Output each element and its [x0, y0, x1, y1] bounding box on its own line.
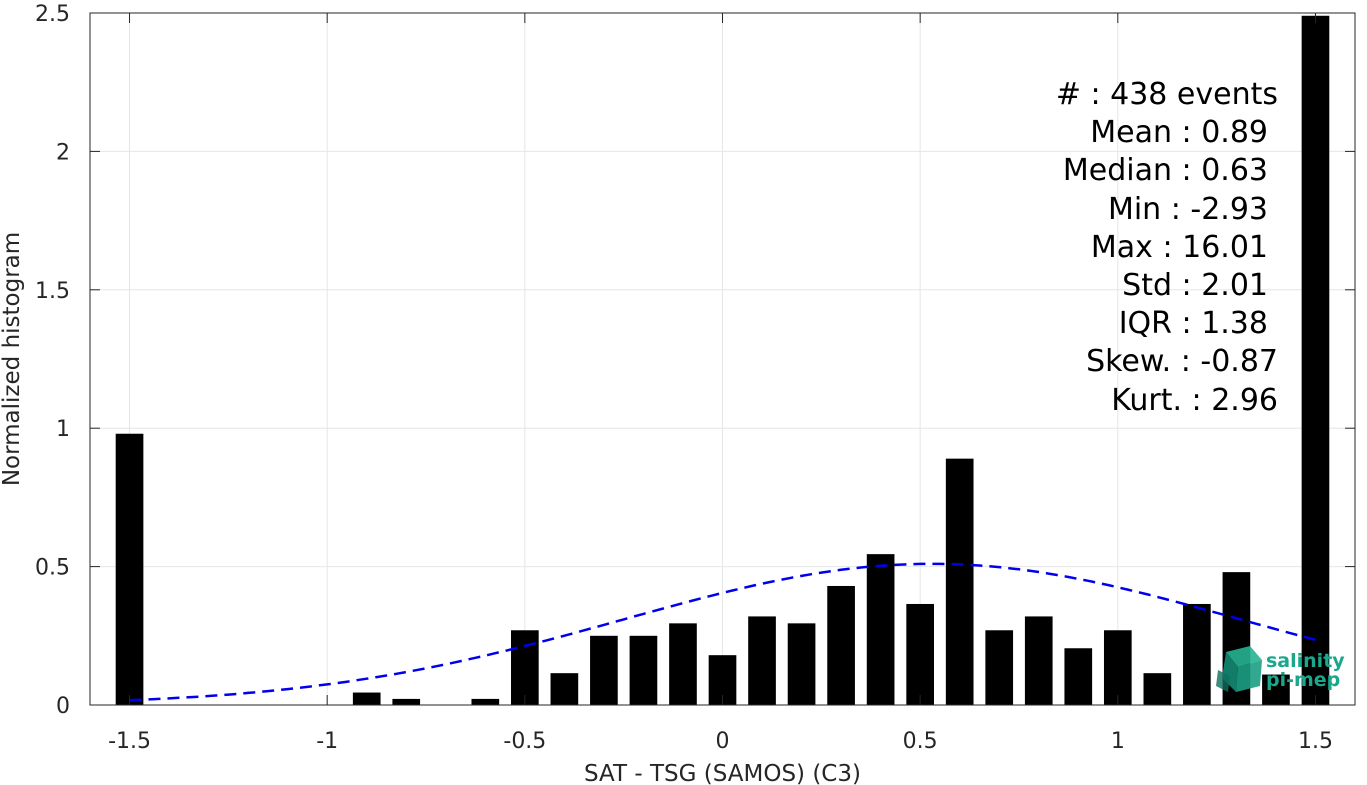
x-tick-label-1: -1 — [316, 729, 338, 754]
histogram-bar-4 — [511, 630, 539, 705]
stat-median: Median : 0.63 — [1063, 153, 1268, 188]
histogram-bar-11 — [787, 623, 816, 705]
x-tick-label-0: -1.5 — [108, 729, 151, 754]
stat-std: Std : 2.01 — [1122, 268, 1268, 303]
histogram-bar-0 — [115, 433, 144, 705]
stat-mean: Mean : 0.89 — [1090, 115, 1268, 150]
histogram-bar-3 — [471, 698, 500, 705]
axis-ticks: -1.5 -1 -0.5 0 0.5 1 1.5 0 0.5 1 1.5 2 2.5 — [35, 2, 1355, 754]
histogram-bar-10 — [748, 616, 776, 705]
histogram-bar-15 — [945, 458, 974, 705]
histogram-bar-2 — [392, 698, 421, 705]
logo-text-line1: salinity — [1266, 650, 1345, 672]
logo-cube-icon — [1216, 646, 1262, 692]
y-tick-label-1: 0.5 — [35, 556, 70, 581]
x-tick-label-4: 0.5 — [903, 729, 938, 754]
salinity-pimep-logo: salinity pi-mep — [1216, 646, 1345, 692]
histogram-bar-8 — [669, 623, 697, 705]
logo-text-line2: pi-mep — [1266, 669, 1340, 691]
histogram-bar-13 — [866, 554, 895, 705]
stat-skew: Skew. : -0.87 — [1086, 344, 1278, 379]
y-tick-label-0: 0 — [56, 694, 70, 719]
histogram-bar-24 — [1301, 15, 1330, 705]
histogram-bar-6 — [590, 635, 618, 705]
x-axis-label: SAT - TSG (SAMOS) (C3) — [584, 761, 861, 785]
histogram-bar-17 — [1024, 616, 1053, 705]
x-tick-label-3: 0 — [716, 729, 730, 754]
stat-min: Min : -2.93 — [1108, 192, 1268, 227]
y-tick-label-2: 1 — [56, 417, 70, 442]
histogram-bar-5 — [550, 673, 579, 705]
bars-group — [115, 15, 1330, 705]
histogram-bar-20 — [1143, 673, 1172, 705]
histogram-bar-23 — [1262, 674, 1290, 705]
x-tick-label-2: -0.5 — [503, 729, 546, 754]
x-tick-label-5: 1 — [1111, 729, 1125, 754]
histogram-bar-14 — [906, 603, 934, 705]
y-tick-label-5: 2.5 — [35, 2, 70, 27]
stat-kurt: Kurt. : 2.96 — [1111, 383, 1278, 418]
stat-iqr: IQR : 1.38 — [1119, 306, 1268, 341]
stats-annotation: # : 438 events Mean : 0.89 Median : 0.63… — [1056, 77, 1278, 418]
y-axis-label: Normalized histogram — [0, 232, 25, 486]
stat-max: Max : 16.01 — [1091, 230, 1268, 265]
y-tick-label-3: 1.5 — [35, 279, 70, 304]
x-tick-label-6: 1.5 — [1298, 729, 1333, 754]
histogram-bar-19 — [1103, 630, 1132, 705]
histogram-bar-7 — [629, 635, 658, 705]
histogram-bar-16 — [985, 630, 1014, 705]
y-tick-label-4: 2 — [56, 140, 70, 165]
stat-events: # : 438 events — [1056, 77, 1278, 112]
histogram-bar-12 — [827, 585, 855, 705]
histogram-bar-18 — [1064, 648, 1093, 705]
fit-curve — [129, 562, 1316, 702]
histogram-bar-21 — [1183, 603, 1211, 705]
histogram-bar-1 — [352, 692, 381, 705]
